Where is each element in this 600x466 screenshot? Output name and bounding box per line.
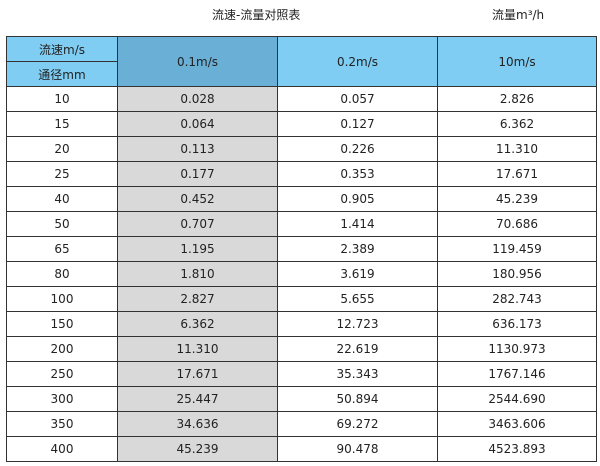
column-header-0.2: 0.2m/s [277,36,438,87]
diameter-cell: 250 [6,361,118,387]
diameter-cell: 15 [6,111,118,137]
flow-cell: 3.619 [277,261,438,287]
flow-cell: 2.389 [277,236,438,262]
flow-cell: 22.619 [277,336,438,362]
flow-cell: 119.459 [437,236,597,262]
flow-cell: 282.743 [437,286,597,312]
flow-cell: 0.905 [277,186,438,212]
unit-label: 流量m³/h [492,8,545,22]
flow-cell: 0.064 [117,111,278,137]
flow-cell: 0.028 [117,86,278,112]
flow-cell: 180.956 [437,261,597,287]
flow-cell: 3463.606 [437,411,597,437]
flow-cell: 0.113 [117,136,278,162]
diameter-cell: 80 [6,261,118,287]
diameter-cell: 50 [6,211,118,237]
table-row: 65 1.195 2.389 119.459 [6,236,597,262]
diameter-cell: 20 [6,136,118,162]
flow-cell: 11.310 [437,136,597,162]
table-row: 80 1.810 3.619 180.956 [6,261,597,287]
flow-cell: 45.239 [437,186,597,212]
flow-cell: 0.127 [277,111,438,137]
table-row: 300 25.447 50.894 2544.690 [6,386,597,412]
flow-cell: 5.655 [277,286,438,312]
flow-cell: 1767.146 [437,361,597,387]
flow-cell: 0.353 [277,161,438,187]
flow-cell: 35.343 [277,361,438,387]
flow-cell: 6.362 [437,111,597,137]
flow-cell: 1.195 [117,236,278,262]
flow-cell: 0.177 [117,161,278,187]
flow-cell: 12.723 [277,311,438,337]
flow-cell: 2.826 [437,86,597,112]
table-row: 200 11.310 22.619 1130.973 [6,336,597,362]
diameter-cell: 100 [6,286,118,312]
diameter-cell: 300 [6,386,118,412]
flow-cell: 1.414 [277,211,438,237]
table-row: 100 2.827 5.655 282.743 [6,286,597,312]
flow-cell: 70.686 [437,211,597,237]
table-row: 150 6.362 12.723 636.173 [6,311,597,337]
table-row: 400 45.239 90.478 4523.893 [6,436,597,462]
flow-cell: 50.894 [277,386,438,412]
velocity-flow-table: 流速m/s 0.1m/s 0.2m/s 10m/s 通径mm 10 0.028 0.… [6,36,597,462]
diameter-cell: 65 [6,236,118,262]
flow-cell: 1.810 [117,261,278,287]
flow-cell: 636.173 [437,311,597,337]
diameter-cell: 10 [6,86,118,112]
table-title: 流速-流量对照表 [212,8,301,22]
flow-cell: 69.272 [277,411,438,437]
diameter-cell: 350 [6,411,118,437]
flow-cell: 0.226 [277,136,438,162]
diameter-cell: 40 [6,186,118,212]
diameter-header: 通径mm [6,61,118,87]
flow-cell: 2.827 [117,286,278,312]
flow-cell: 6.362 [117,311,278,337]
diameter-cell: 150 [6,311,118,337]
flow-cell: 0.707 [117,211,278,237]
table-row: 40 0.452 0.905 45.239 [6,186,597,212]
column-header-10: 10m/s [437,36,597,87]
table-row: 25 0.177 0.353 17.671 [6,161,597,187]
flow-cell: 34.636 [117,411,278,437]
diameter-cell: 400 [6,436,118,462]
flow-cell: 0.057 [277,86,438,112]
table-body: 10 0.028 0.057 2.826 15 0.064 0.127 6.362 20 0.11… [6,86,597,462]
table-row: 10 0.028 0.057 2.826 [6,86,597,112]
flow-cell: 17.671 [437,161,597,187]
column-header-0.1: 0.1m/s [117,36,278,87]
diameter-cell: 200 [6,336,118,362]
table-row: 20 0.113 0.226 11.310 [6,136,597,162]
flow-cell: 1130.973 [437,336,597,362]
velocity-header: 流速m/s [6,36,118,62]
flow-cell: 0.452 [117,186,278,212]
flow-cell: 25.447 [117,386,278,412]
flow-cell: 11.310 [117,336,278,362]
table-row: 15 0.064 0.127 6.362 [6,111,597,137]
flow-cell: 2544.690 [437,386,597,412]
table-row: 250 17.671 35.343 1767.146 [6,361,597,387]
table-row: 350 34.636 69.272 3463.606 [6,411,597,437]
table-row: 50 0.707 1.414 70.686 [6,211,597,237]
flow-cell: 4523.893 [437,436,597,462]
diameter-cell: 25 [6,161,118,187]
flow-cell: 45.239 [117,436,278,462]
flow-cell: 90.478 [277,436,438,462]
flow-cell: 17.671 [117,361,278,387]
